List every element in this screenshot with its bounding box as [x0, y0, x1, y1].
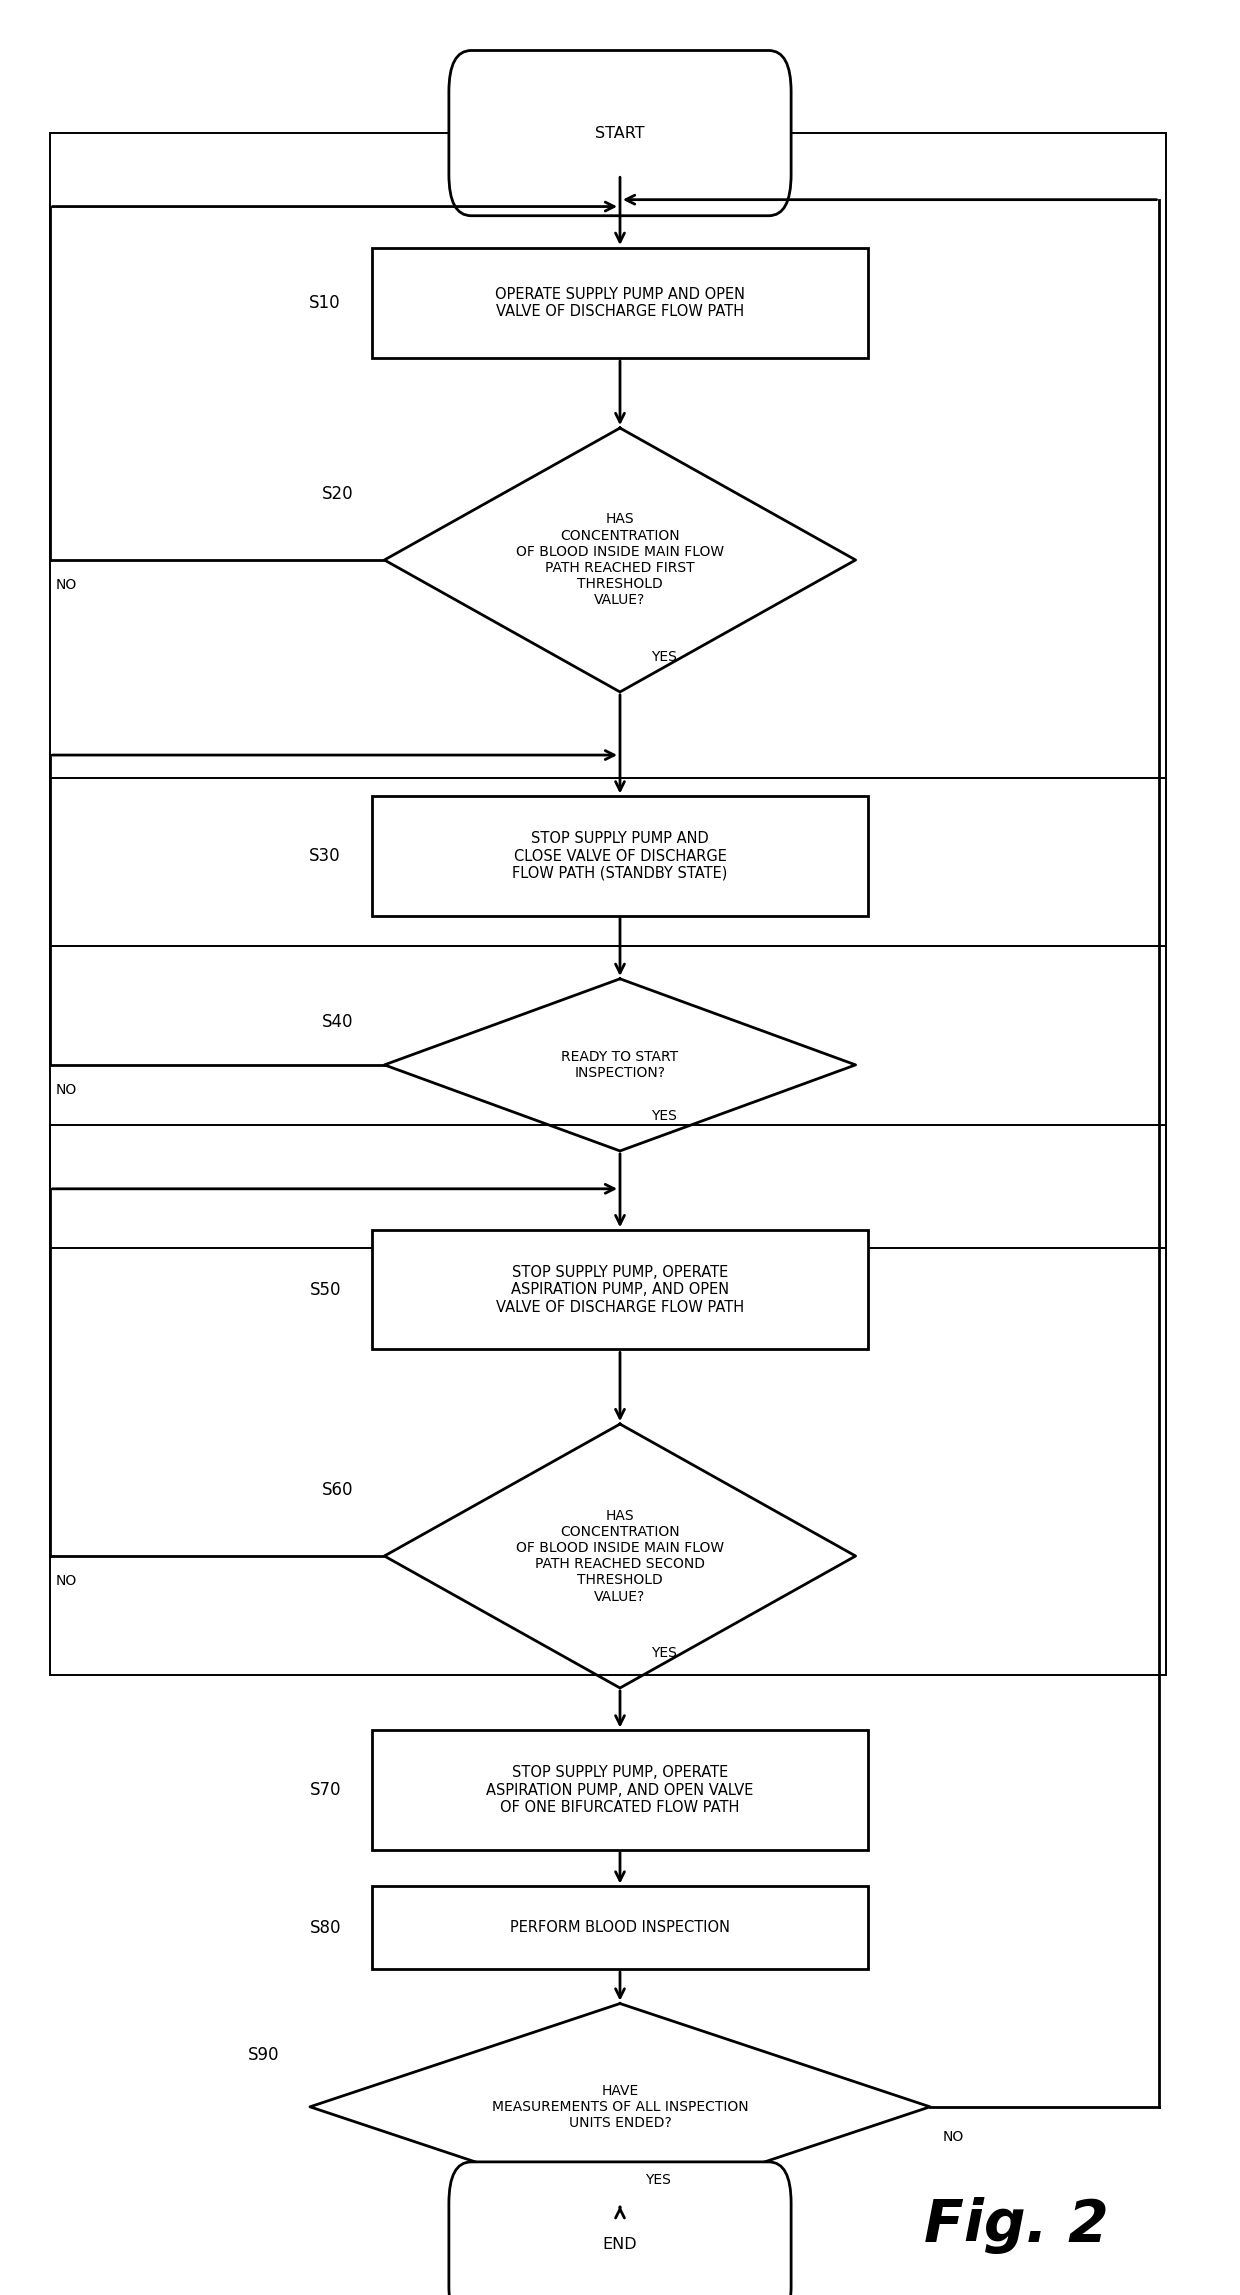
Text: S70: S70	[310, 1781, 341, 1799]
Text: S50: S50	[310, 1281, 341, 1299]
FancyBboxPatch shape	[449, 2162, 791, 2295]
Text: S40: S40	[322, 1012, 353, 1030]
Text: STOP SUPPLY PUMP, OPERATE
ASPIRATION PUMP, AND OPEN
VALVE OF DISCHARGE FLOW PATH: STOP SUPPLY PUMP, OPERATE ASPIRATION PUM…	[496, 1265, 744, 1315]
Text: S80: S80	[310, 1919, 341, 1937]
Bar	[372, 248, 868, 358]
Text: HAS
CONCENTRATION
OF BLOOD INSIDE MAIN FLOW
PATH REACHED SECOND
THRESHOLD
VALUE?: HAS CONCENTRATION OF BLOOD INSIDE MAIN F…	[516, 1508, 724, 1604]
Text: YES: YES	[651, 1108, 677, 1122]
Text: NO: NO	[56, 1574, 77, 1588]
Bar	[50, 778, 1166, 1248]
Text: HAVE
MEASUREMENTS OF ALL INSPECTION
UNITS ENDED?: HAVE MEASUREMENTS OF ALL INSPECTION UNIT…	[492, 2084, 748, 2130]
Text: YES: YES	[651, 1646, 677, 1662]
Text: YES: YES	[651, 649, 677, 666]
Text: NO: NO	[56, 578, 77, 592]
Text: HAS
CONCENTRATION
OF BLOOD INSIDE MAIN FLOW
PATH REACHED FIRST
THRESHOLD
VALUE?: HAS CONCENTRATION OF BLOOD INSIDE MAIN F…	[516, 512, 724, 608]
Text: YES: YES	[645, 2173, 671, 2187]
Text: OPERATE SUPPLY PUMP AND OPEN
VALVE OF DISCHARGE FLOW PATH: OPERATE SUPPLY PUMP AND OPEN VALVE OF DI…	[495, 287, 745, 319]
Text: STOP SUPPLY PUMP AND
CLOSE VALVE OF DISCHARGE
FLOW PATH (STANDBY STATE): STOP SUPPLY PUMP AND CLOSE VALVE OF DISC…	[512, 831, 728, 881]
Text: S10: S10	[309, 294, 341, 312]
Text: Fig. 2: Fig. 2	[925, 2196, 1109, 2254]
Bar	[50, 1125, 1166, 1675]
Bar	[50, 133, 1166, 946]
Bar	[372, 1230, 868, 1349]
Text: READY TO START
INSPECTION?: READY TO START INSPECTION?	[562, 1049, 678, 1081]
Text: NO: NO	[942, 2130, 963, 2144]
Bar	[372, 1730, 868, 1850]
Bar	[372, 1886, 868, 1969]
FancyBboxPatch shape	[449, 50, 791, 216]
Text: STOP SUPPLY PUMP, OPERATE
ASPIRATION PUMP, AND OPEN VALVE
OF ONE BIFURCATED FLOW: STOP SUPPLY PUMP, OPERATE ASPIRATION PUM…	[486, 1765, 754, 1815]
Text: S20: S20	[321, 484, 353, 503]
Text: START: START	[595, 126, 645, 140]
Text: END: END	[603, 2238, 637, 2251]
Text: PERFORM BLOOD INSPECTION: PERFORM BLOOD INSPECTION	[510, 1921, 730, 1935]
Bar	[372, 796, 868, 916]
Text: S30: S30	[309, 847, 341, 865]
Text: NO: NO	[56, 1083, 77, 1097]
Text: S90: S90	[248, 2047, 279, 2063]
Text: S60: S60	[322, 1480, 353, 1499]
